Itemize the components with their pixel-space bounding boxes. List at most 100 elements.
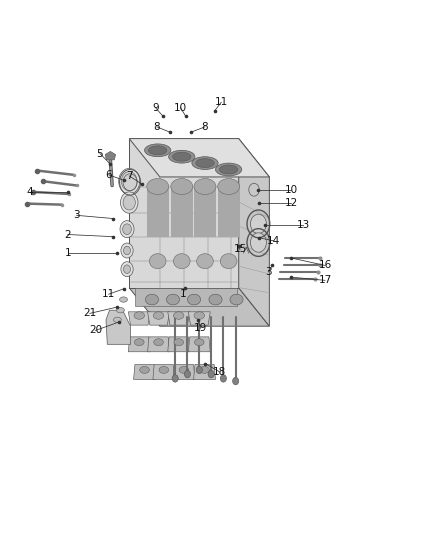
Text: 20: 20 (89, 326, 102, 335)
Ellipse shape (159, 367, 169, 373)
Circle shape (121, 262, 133, 277)
Ellipse shape (145, 144, 171, 157)
Ellipse shape (192, 157, 218, 169)
Circle shape (123, 195, 135, 210)
Circle shape (184, 370, 191, 378)
Text: 18: 18 (213, 367, 226, 377)
Ellipse shape (179, 367, 189, 373)
Text: 2: 2 (64, 230, 71, 239)
Text: 9: 9 (152, 103, 159, 112)
FancyBboxPatch shape (194, 187, 216, 237)
Ellipse shape (219, 165, 238, 174)
Text: 5: 5 (96, 149, 103, 158)
Ellipse shape (166, 294, 180, 305)
Text: 11: 11 (215, 98, 228, 107)
Ellipse shape (117, 308, 124, 313)
Ellipse shape (197, 254, 213, 269)
Ellipse shape (230, 294, 243, 305)
Ellipse shape (194, 312, 205, 319)
Polygon shape (135, 288, 237, 306)
Ellipse shape (134, 339, 144, 345)
Circle shape (208, 370, 214, 378)
Polygon shape (106, 310, 131, 344)
Polygon shape (129, 288, 269, 326)
Text: 10: 10 (285, 185, 298, 195)
Ellipse shape (153, 312, 164, 319)
Text: 13: 13 (297, 220, 310, 230)
Polygon shape (105, 151, 116, 160)
Ellipse shape (173, 312, 184, 319)
FancyBboxPatch shape (218, 187, 240, 237)
Circle shape (124, 265, 131, 273)
Polygon shape (129, 139, 269, 177)
Circle shape (121, 172, 137, 191)
Text: 12: 12 (285, 198, 298, 207)
Text: 1: 1 (64, 248, 71, 258)
Text: 11: 11 (102, 289, 115, 299)
Ellipse shape (173, 254, 190, 269)
Ellipse shape (154, 339, 163, 345)
Text: 10: 10 (174, 103, 187, 112)
Text: 3: 3 (265, 267, 272, 277)
Text: 14: 14 (267, 236, 280, 246)
Ellipse shape (149, 254, 166, 269)
Circle shape (220, 375, 226, 382)
Circle shape (172, 375, 178, 382)
Circle shape (249, 183, 259, 196)
Polygon shape (168, 337, 190, 352)
Ellipse shape (220, 254, 237, 269)
Circle shape (251, 233, 266, 252)
Circle shape (120, 192, 138, 213)
Polygon shape (173, 365, 195, 379)
Ellipse shape (200, 367, 209, 373)
Ellipse shape (171, 179, 193, 195)
FancyBboxPatch shape (171, 187, 193, 237)
Polygon shape (188, 312, 210, 325)
Polygon shape (129, 139, 239, 288)
Ellipse shape (140, 367, 149, 373)
Ellipse shape (174, 339, 184, 345)
Polygon shape (134, 365, 155, 379)
Ellipse shape (145, 294, 159, 305)
Circle shape (251, 214, 266, 233)
Text: 1: 1 (180, 289, 187, 299)
Circle shape (124, 246, 131, 255)
Circle shape (119, 168, 140, 194)
Text: 6: 6 (105, 170, 112, 180)
Polygon shape (148, 312, 170, 325)
Circle shape (123, 224, 131, 235)
Ellipse shape (148, 146, 167, 155)
Polygon shape (188, 337, 210, 352)
Polygon shape (239, 139, 269, 326)
Polygon shape (148, 337, 170, 352)
Text: 17: 17 (318, 276, 332, 285)
Text: 19: 19 (194, 324, 207, 333)
Ellipse shape (218, 179, 240, 195)
Ellipse shape (196, 159, 214, 167)
Text: 4: 4 (26, 187, 33, 197)
Text: 7: 7 (126, 171, 133, 181)
Circle shape (196, 366, 202, 374)
Ellipse shape (147, 179, 169, 195)
Circle shape (121, 243, 133, 258)
Text: 8: 8 (201, 122, 208, 132)
Ellipse shape (187, 294, 201, 305)
Text: 3: 3 (73, 211, 80, 220)
Text: 15: 15 (233, 245, 247, 254)
Polygon shape (168, 312, 190, 325)
Text: 8: 8 (153, 122, 160, 132)
Ellipse shape (120, 297, 127, 302)
Ellipse shape (134, 312, 145, 319)
Ellipse shape (169, 150, 195, 163)
Text: 21: 21 (83, 309, 96, 318)
Ellipse shape (113, 317, 121, 322)
Ellipse shape (173, 152, 191, 161)
Polygon shape (128, 312, 150, 325)
Polygon shape (128, 337, 150, 352)
FancyBboxPatch shape (147, 187, 169, 237)
Polygon shape (153, 365, 175, 379)
Ellipse shape (194, 179, 216, 195)
Ellipse shape (194, 339, 204, 345)
Ellipse shape (209, 294, 222, 305)
Circle shape (233, 377, 239, 385)
